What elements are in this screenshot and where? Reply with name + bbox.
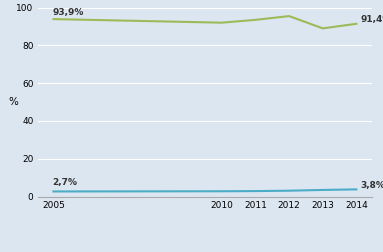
Text: 93,9%: 93,9%: [52, 8, 83, 17]
Text: 91,4%: 91,4%: [360, 15, 383, 24]
Text: 2,7%: 2,7%: [52, 177, 77, 186]
Y-axis label: %: %: [8, 97, 18, 107]
Text: 3,8%: 3,8%: [360, 181, 383, 190]
